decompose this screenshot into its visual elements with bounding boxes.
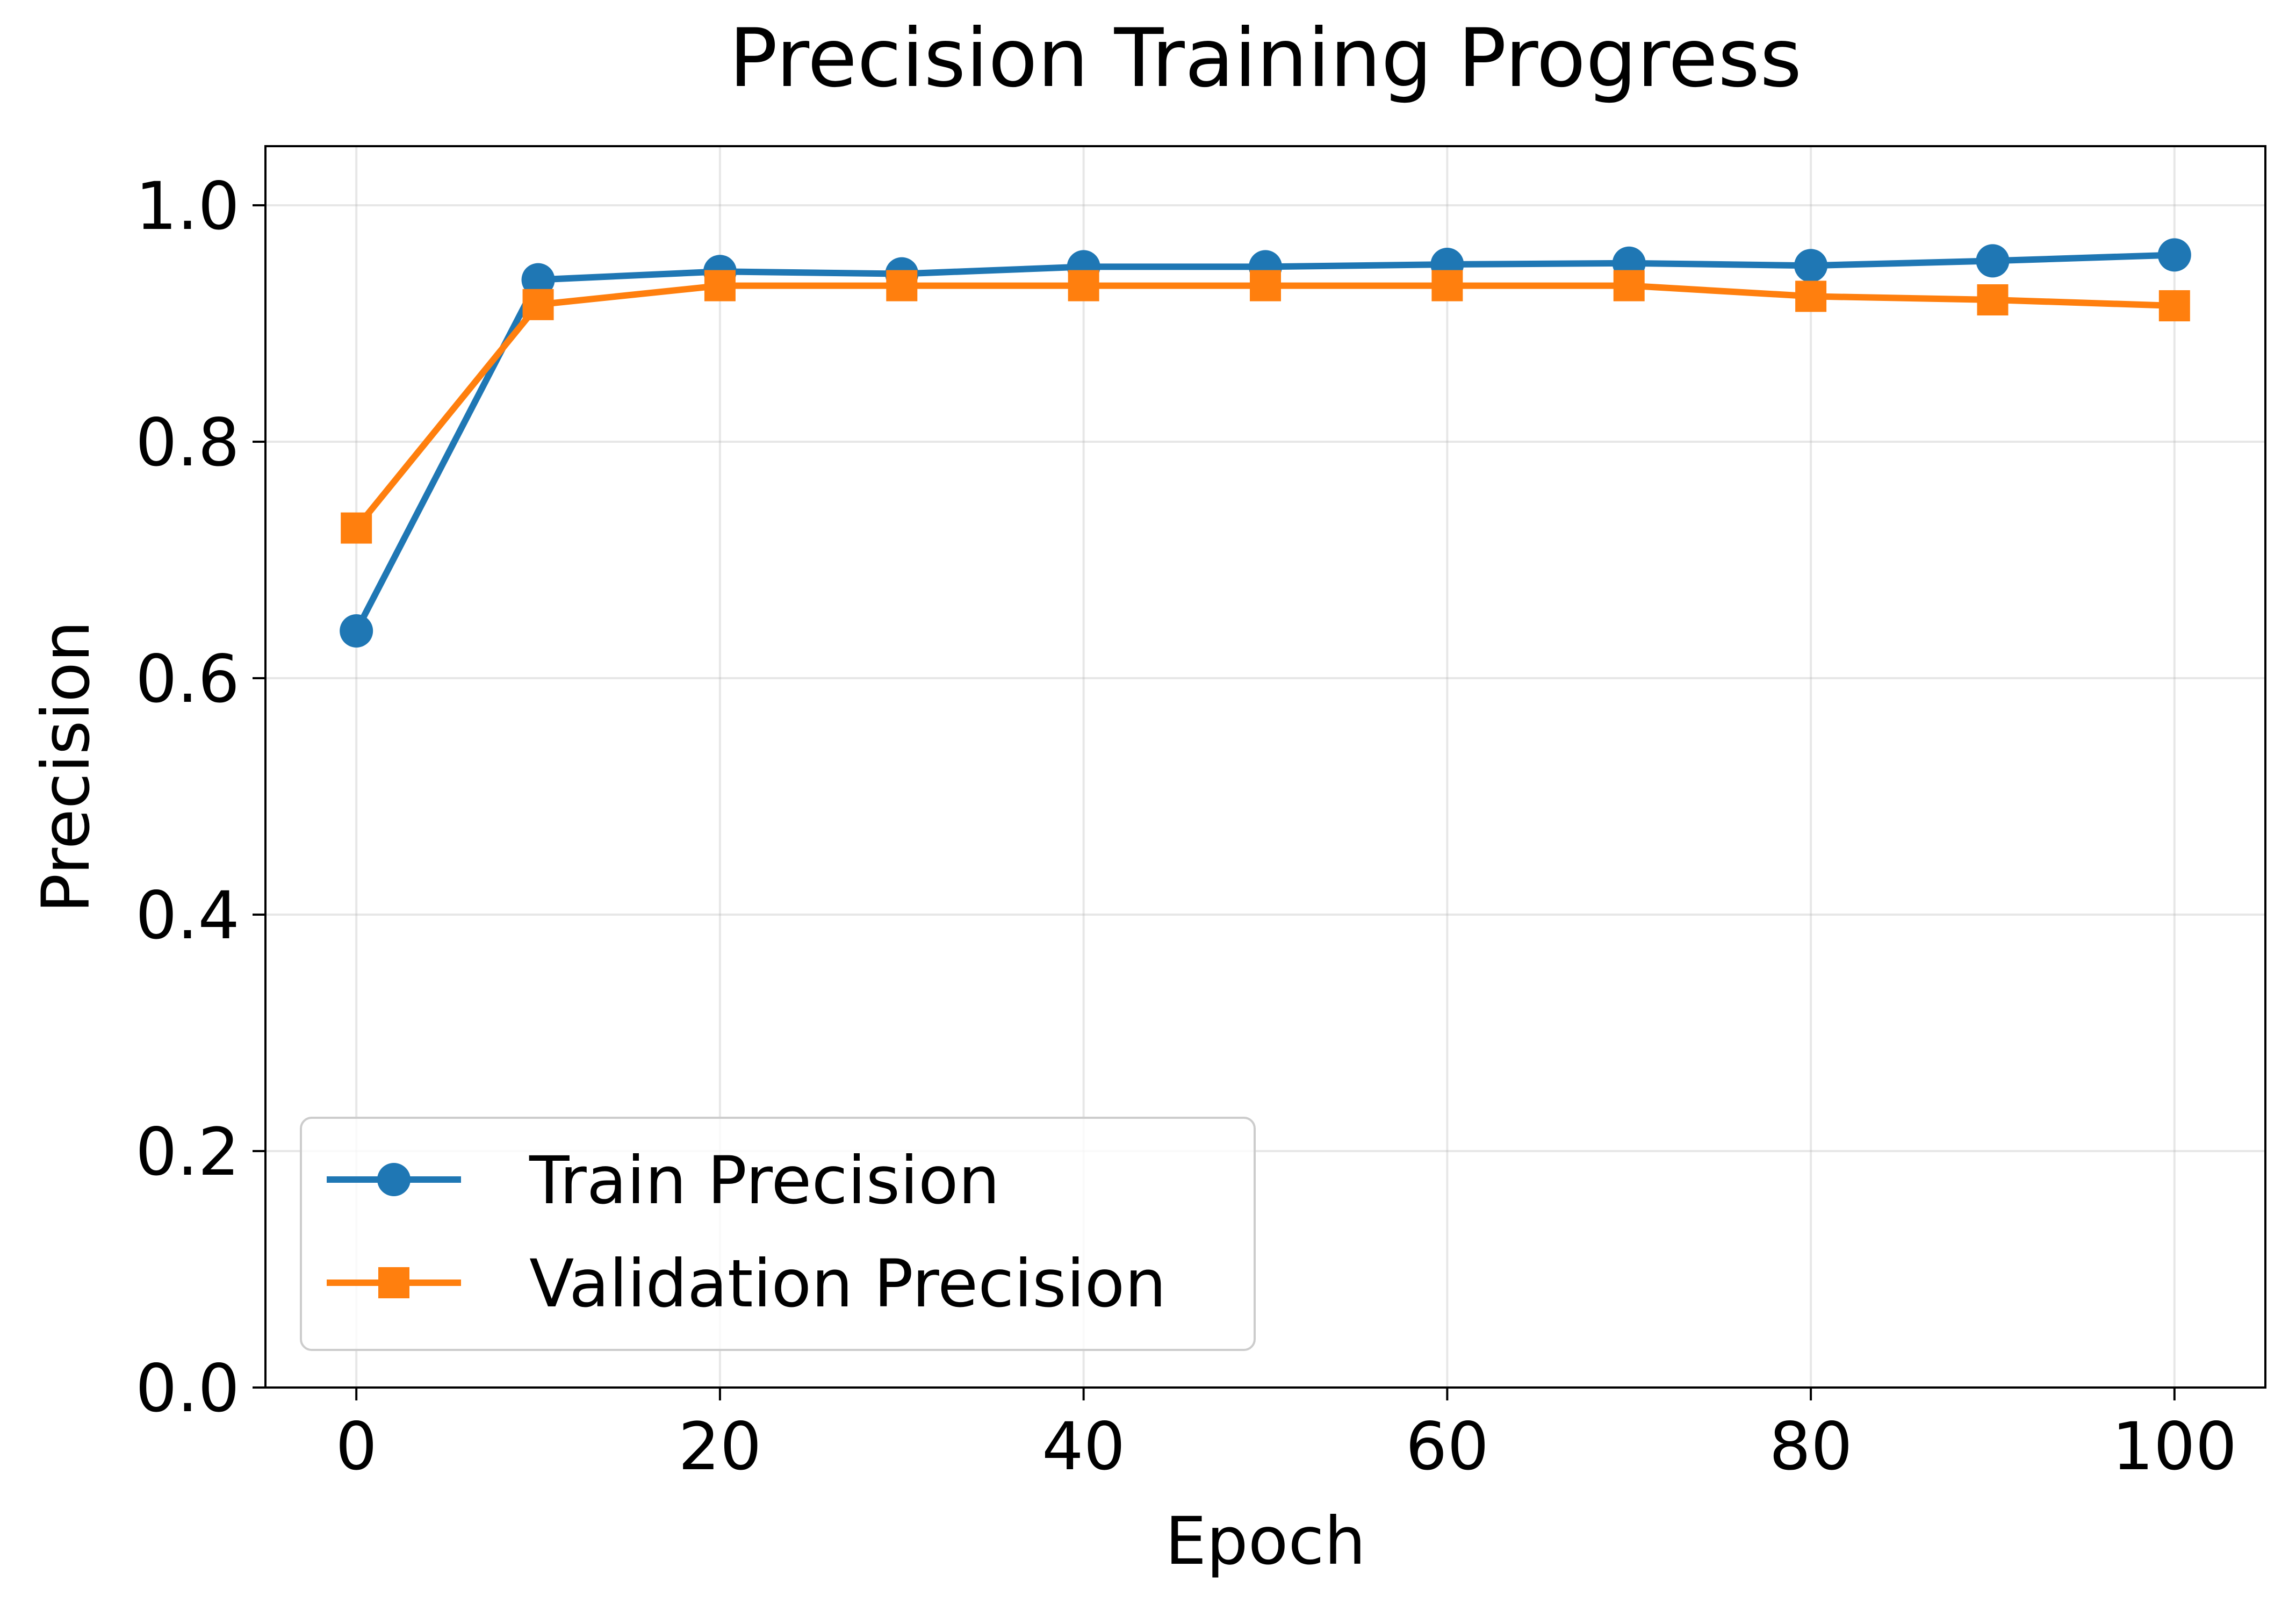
plot-area-frame xyxy=(264,145,2266,1389)
y-tick-label: 1.0 xyxy=(135,168,240,245)
y-tick-label: 0.0 xyxy=(135,1350,240,1427)
legend: Train Precision Validation Precision xyxy=(300,1117,1256,1351)
data-point xyxy=(1794,249,1828,283)
y-axis: 0.0 0.2 0.4 0.6 0.8 1.0 xyxy=(135,168,265,1427)
x-tick-label: 20 xyxy=(678,1408,761,1485)
data-point xyxy=(1250,270,1281,301)
legend-entry: Validation Precision xyxy=(327,1246,1167,1322)
y-axis-label: Precision xyxy=(28,621,104,913)
data-point xyxy=(341,512,372,544)
data-point xyxy=(1068,270,1099,301)
series-validation xyxy=(341,270,2190,544)
data-point xyxy=(1795,281,1827,312)
x-tick-label: 60 xyxy=(1406,1408,1489,1485)
data-point xyxy=(1613,270,1645,301)
x-tick-label: 40 xyxy=(1042,1408,1125,1485)
legend-entry: Train Precision xyxy=(327,1142,1000,1219)
data-point xyxy=(886,270,918,301)
y-tick-label: 0.6 xyxy=(135,641,240,717)
data-point xyxy=(1431,270,1463,301)
x-tick-label: 100 xyxy=(2112,1408,2237,1485)
data-point xyxy=(522,289,554,320)
data-point xyxy=(1976,244,2010,278)
y-tick-label: 0.8 xyxy=(135,405,240,481)
legend-label: Validation Precision xyxy=(529,1246,1167,1322)
data-point xyxy=(340,614,373,648)
legend-marker-swatch xyxy=(378,1267,409,1298)
y-tick-label: 0.2 xyxy=(135,1114,240,1190)
data-point xyxy=(521,263,555,297)
legend-box xyxy=(300,1117,1256,1351)
x-tick-label: 80 xyxy=(1769,1408,1852,1485)
x-axis-label: Epoch xyxy=(1165,1503,1366,1579)
x-axis: 0 20 40 60 80 100 xyxy=(335,1388,2237,1485)
chart-title: Precision Training Progress xyxy=(729,12,1802,105)
data-point xyxy=(2157,238,2191,272)
y-tick-label: 0.4 xyxy=(135,878,240,954)
data-point xyxy=(704,270,736,301)
x-tick-label: 0 xyxy=(335,1408,377,1485)
legend-marker-swatch xyxy=(377,1163,411,1196)
data-point xyxy=(1977,284,2009,315)
legend-label: Train Precision xyxy=(529,1142,1000,1219)
data-point xyxy=(2158,290,2190,321)
plot-series xyxy=(340,238,2191,648)
